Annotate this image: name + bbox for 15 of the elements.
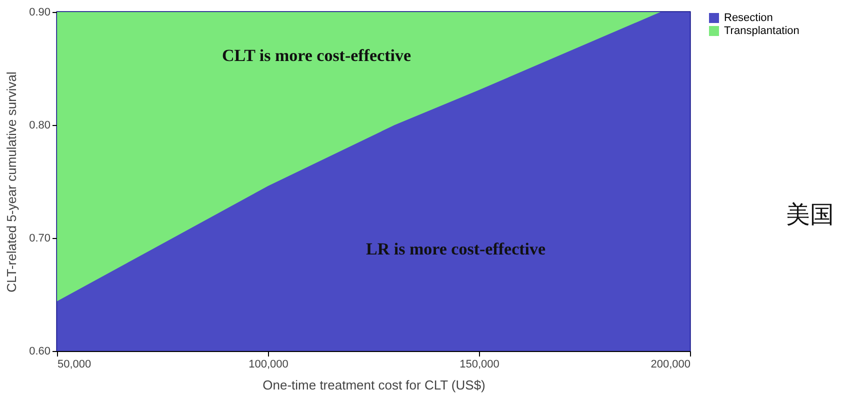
x-tick-label: 100,000 (248, 358, 288, 370)
y-tick-label: 0.60 (29, 346, 50, 358)
y-tick-label: 0.80 (29, 120, 50, 132)
y-tick-label: 0.90 (29, 6, 50, 18)
x-tick-label: 50,000 (58, 358, 92, 370)
y-tick-label: 0.70 (29, 232, 50, 244)
legend-label: Resection (724, 12, 773, 24)
text: 美国 (786, 200, 834, 228)
legend-label: Transplantation (724, 25, 800, 37)
annotation: LR is more cost-effective (366, 239, 546, 258)
x-tick-label: 200,000 (650, 358, 690, 370)
x-tick-label: 150,000 (460, 358, 500, 370)
annotation: CLT is more cost-effective (222, 46, 412, 66)
x-axis-title: One-time treatment cost for CLT (US$) (262, 378, 486, 392)
y-axis-title: CLT-related 5-year cumulative survival (4, 71, 20, 292)
